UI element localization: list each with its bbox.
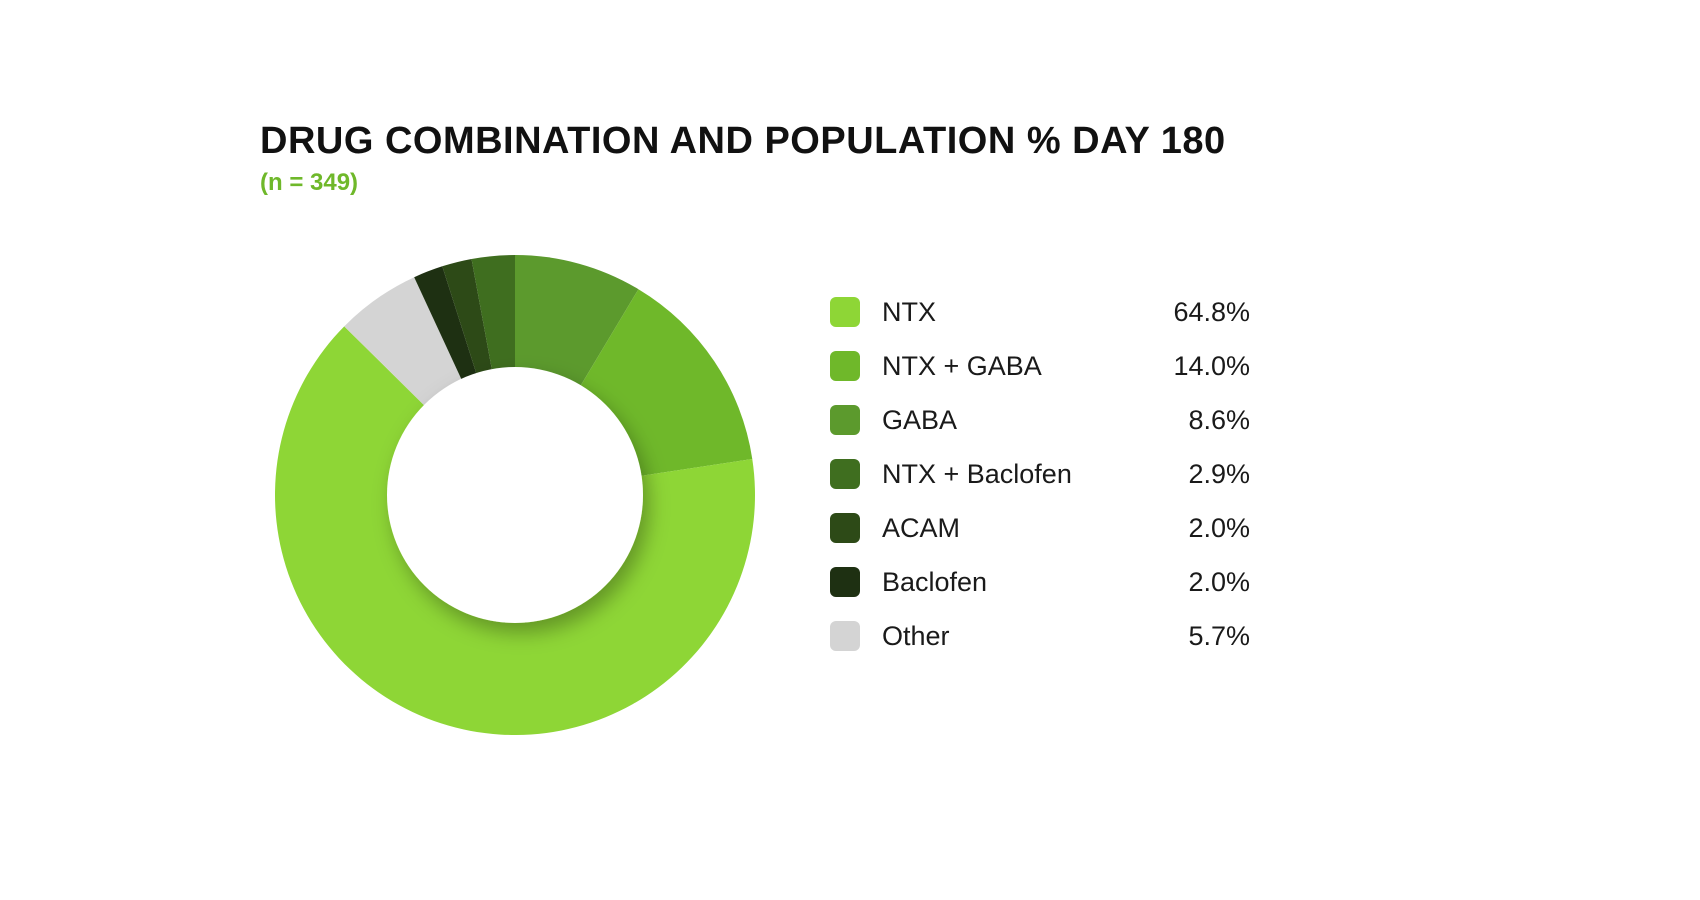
chart-subtitle: (n = 349): [260, 169, 1226, 197]
chart-title: DRUG COMBINATION AND POPULATION % DAY 18…: [260, 120, 1226, 163]
legend-swatch-acam: [830, 513, 860, 543]
legend-row-ntx_baclofen: NTX + Baclofen2.9%: [830, 447, 1250, 501]
legend-label: NTX: [882, 297, 1160, 328]
legend-label: NTX + GABA: [882, 351, 1160, 382]
legend-value: 2.0%: [1160, 513, 1250, 544]
legend-value: 2.0%: [1160, 567, 1250, 598]
legend-swatch-ntx_gaba: [830, 351, 860, 381]
legend-swatch-ntx_baclofen: [830, 459, 860, 489]
legend-value: 64.8%: [1160, 297, 1250, 328]
donut-chart: [255, 235, 775, 755]
legend-label: ACAM: [882, 513, 1160, 544]
legend-value: 5.7%: [1160, 621, 1250, 652]
legend-label: Baclofen: [882, 567, 1160, 598]
legend-row-ntx: NTX64.8%: [830, 285, 1250, 339]
legend-row-baclofen: Baclofen2.0%: [830, 555, 1250, 609]
legend-row-gaba: GABA8.6%: [830, 393, 1250, 447]
legend-label: Other: [882, 621, 1160, 652]
legend-row-ntx_gaba: NTX + GABA14.0%: [830, 339, 1250, 393]
title-block: DRUG COMBINATION AND POPULATION % DAY 18…: [260, 120, 1226, 197]
legend: NTX64.8%NTX + GABA14.0%GABA8.6%NTX + Bac…: [830, 285, 1250, 663]
legend-row-acam: ACAM2.0%: [830, 501, 1250, 555]
donut-svg: [255, 235, 775, 755]
legend-value: 8.6%: [1160, 405, 1250, 436]
legend-value: 2.9%: [1160, 459, 1250, 490]
legend-value: 14.0%: [1160, 351, 1250, 382]
legend-label: NTX + Baclofen: [882, 459, 1160, 490]
legend-swatch-ntx: [830, 297, 860, 327]
legend-swatch-other: [830, 621, 860, 651]
legend-label: GABA: [882, 405, 1160, 436]
legend-swatch-baclofen: [830, 567, 860, 597]
donut-hole: [387, 367, 643, 623]
legend-row-other: Other5.7%: [830, 609, 1250, 663]
legend-swatch-gaba: [830, 405, 860, 435]
chart-container: DRUG COMBINATION AND POPULATION % DAY 18…: [0, 0, 1700, 900]
